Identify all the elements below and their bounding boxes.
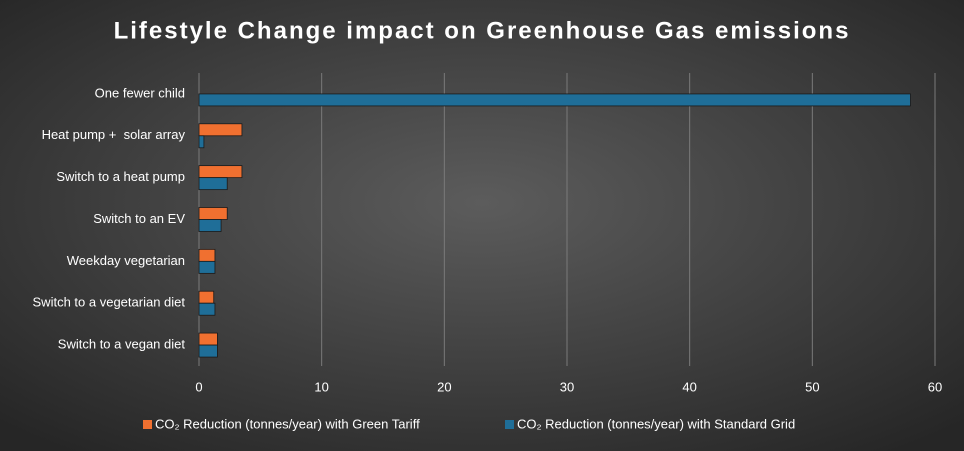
bar — [198, 135, 205, 149]
bar — [198, 248, 216, 262]
bar — [198, 290, 215, 304]
y-tick-label: One fewer child — [95, 85, 185, 100]
bar — [198, 332, 218, 346]
bar — [198, 177, 228, 191]
bar — [198, 219, 222, 232]
y-tick-label: Switch to a heat pump — [56, 169, 185, 184]
bar — [198, 260, 216, 274]
bar — [198, 93, 911, 107]
legend-swatch — [143, 420, 152, 429]
bar — [198, 123, 243, 137]
x-tick-label: 30 — [560, 379, 574, 394]
x-tick-label: 50 — [805, 379, 819, 394]
bar — [198, 344, 218, 358]
legend-swatch — [505, 420, 514, 429]
chart-title: Lifestyle Change impact on Greenhouse Ga… — [114, 17, 851, 44]
x-tick-label: 60 — [928, 379, 942, 394]
y-tick-label: Switch to an EV — [93, 211, 185, 226]
x-tick-label: 0 — [195, 379, 202, 394]
x-tick-label: 10 — [314, 379, 328, 394]
legend-label: CO₂ Reduction (tonnes/year) with Green T… — [155, 416, 420, 431]
legend-label: CO₂ Reduction (tonnes/year) with Standar… — [517, 416, 795, 431]
y-tick-label: Switch to a vegan diet — [58, 337, 186, 352]
y-tick-label: Switch to a vegetarian diet — [33, 295, 186, 310]
bar — [198, 165, 243, 179]
y-tick-label: Weekday vegetarian — [67, 253, 185, 268]
x-tick-label: 20 — [437, 379, 451, 394]
bar — [198, 302, 216, 316]
x-tick-label: 40 — [682, 379, 696, 394]
y-tick-label: Heat pump + solar array — [42, 127, 186, 142]
bar — [198, 207, 228, 220]
